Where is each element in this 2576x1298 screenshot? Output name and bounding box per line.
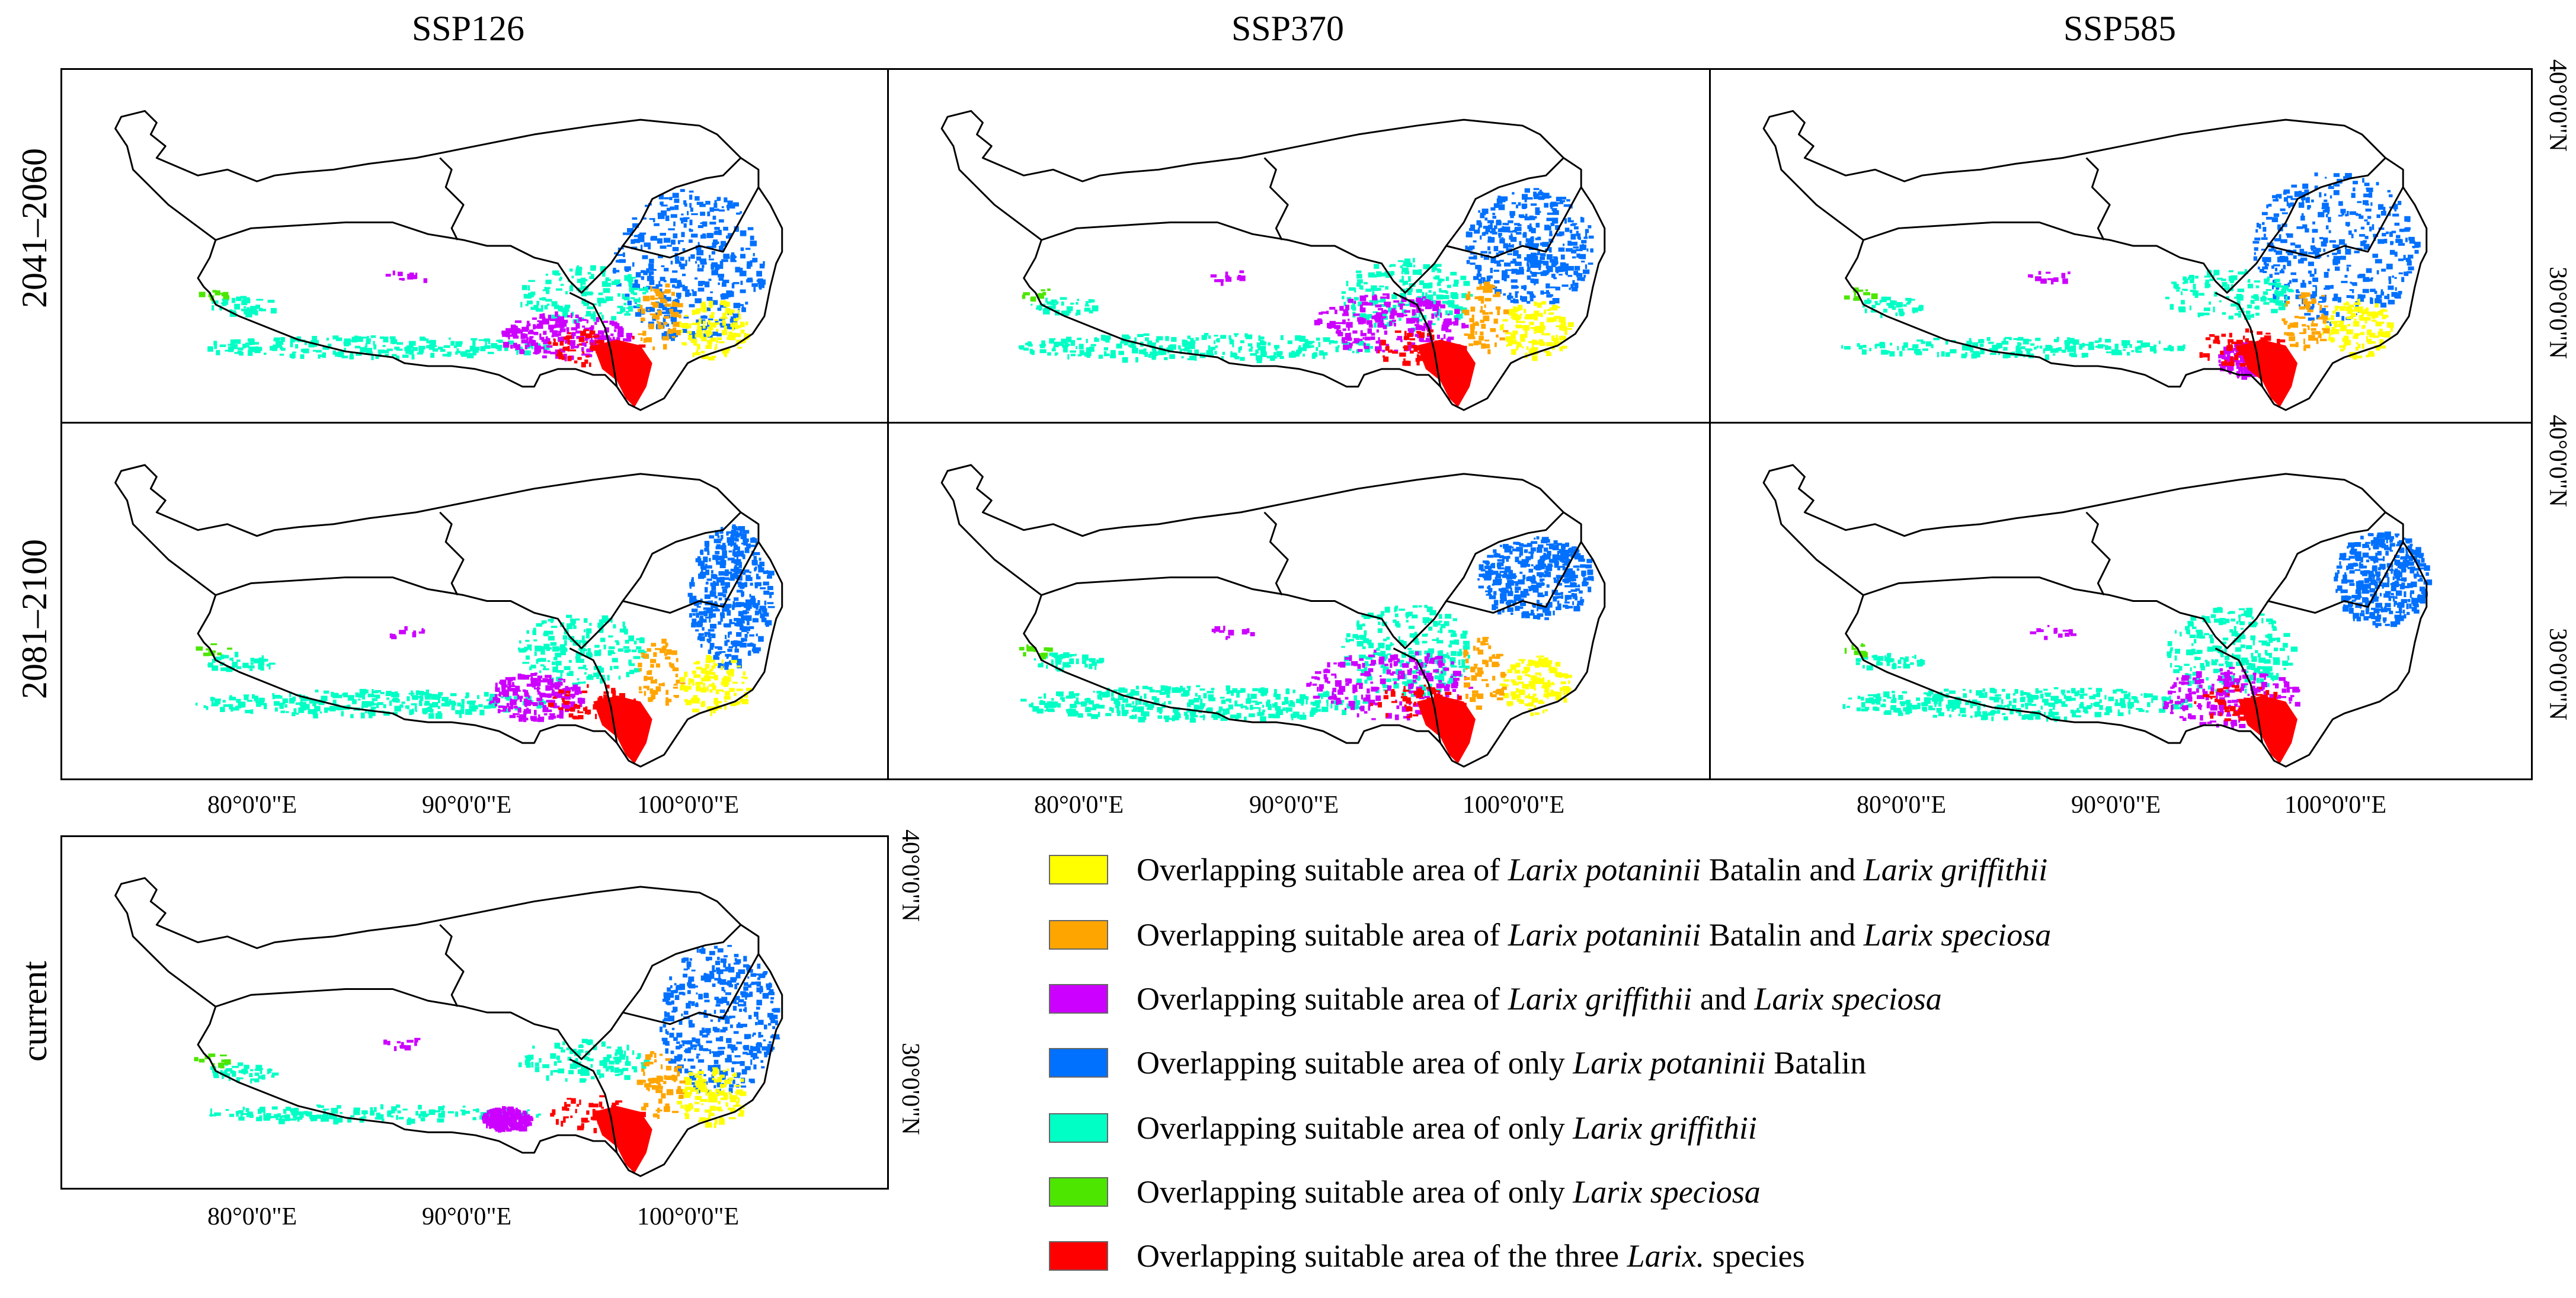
row-title-2041-2060: 2041–2060 bbox=[15, 148, 54, 308]
legend-item: Overlapping suitable area of Larix potan… bbox=[1049, 852, 2047, 887]
row-title-current: current bbox=[15, 961, 54, 1062]
species-name: Larix potaninii bbox=[1573, 1045, 1766, 1081]
species-name: Larix griffithii bbox=[1863, 852, 2048, 887]
species-name: Larix griffithii bbox=[1508, 981, 1692, 1017]
legend-label: Overlapping suitable area of only Larix … bbox=[1137, 1044, 1866, 1081]
legend-text-part: Overlapping suitable area of bbox=[1137, 917, 1508, 953]
lat-tick-40n: 40°0'0"N bbox=[2544, 59, 2571, 152]
legend-label: Overlapping suitable area of the three L… bbox=[1137, 1238, 1805, 1274]
map-panel-ssp126-2041-2060 bbox=[60, 68, 889, 424]
lon-tick-90e: 90°0'0"E bbox=[1249, 791, 1339, 819]
legend-swatch bbox=[1049, 855, 1108, 884]
lat-tick-30n: 30°0'0"N bbox=[2544, 628, 2571, 720]
legend-text-part: Overlapping suitable area of bbox=[1137, 981, 1508, 1017]
species-name: Larix potaninii bbox=[1508, 917, 1701, 953]
plateau-map bbox=[940, 464, 1606, 768]
legend-text-part: Overlapping suitable area of only bbox=[1137, 1110, 1573, 1146]
lon-tick-100e: 100°0'0"E bbox=[2284, 791, 2387, 819]
map-panel-ssp585-2081-2100 bbox=[1709, 422, 2533, 780]
legend-swatch bbox=[1049, 1048, 1108, 1078]
map-panel-ssp370-2041-2060 bbox=[887, 68, 1711, 424]
legend-label: Overlapping suitable area of only Larix … bbox=[1137, 1110, 1757, 1146]
legend-text-part: Overlapping suitable area of only bbox=[1137, 1174, 1573, 1210]
species-name: Larix speciosa bbox=[1754, 981, 1942, 1017]
map-panel-ssp585-2041-2060 bbox=[1709, 68, 2533, 424]
legend-item: Overlapping suitable area of only Larix … bbox=[1049, 1045, 1866, 1081]
lon-tick-90e: 90°0'0"E bbox=[2071, 791, 2161, 819]
column-title-ssp126: SSP126 bbox=[411, 9, 525, 48]
plateau-map bbox=[1762, 110, 2428, 411]
lon-tick-100e: 100°0'0"E bbox=[637, 791, 740, 819]
legend-text-part: Batalin and bbox=[1701, 917, 1864, 953]
column-title-ssp370: SSP370 bbox=[1231, 9, 1345, 48]
legend-text-part: Overlapping suitable area of bbox=[1137, 852, 1508, 887]
legend-text-part: species bbox=[1704, 1238, 1805, 1274]
legend-label: Overlapping suitable area of only Larix … bbox=[1137, 1174, 1761, 1210]
plateau-map bbox=[114, 464, 783, 768]
lon-tick-80e: 80°0'0"E bbox=[1034, 791, 1124, 819]
legend-label: Overlapping suitable area of Larix potan… bbox=[1137, 851, 2047, 888]
plateau-map bbox=[114, 877, 783, 1177]
legend-item: Overlapping suitable area of Larix potan… bbox=[1049, 917, 2051, 953]
species-name: Larix speciosa bbox=[1573, 1174, 1761, 1210]
plateau-map bbox=[940, 110, 1606, 411]
species-name: Larix potaninii bbox=[1508, 852, 1701, 887]
lon-tick-90e: 90°0'0"E bbox=[422, 1203, 512, 1230]
species-name: Larix griffithii bbox=[1573, 1110, 1757, 1146]
legend-text-part: Overlapping suitable area of the three bbox=[1137, 1238, 1627, 1274]
map-panel-ssp370-2081-2100 bbox=[887, 422, 1711, 780]
plateau-map bbox=[1762, 464, 2433, 768]
species-name: Larix. bbox=[1627, 1238, 1705, 1274]
lat-tick-40n: 40°0'0"N bbox=[2544, 415, 2571, 507]
legend-swatch bbox=[1049, 984, 1108, 1014]
plateau-map bbox=[114, 110, 783, 411]
lon-tick-100e: 100°0'0"E bbox=[1463, 791, 1565, 819]
lat-tick-30n: 30°0'0"N bbox=[2544, 267, 2571, 359]
map-panel-current bbox=[60, 835, 889, 1190]
legend-label: Overlapping suitable area of Larix griff… bbox=[1137, 980, 1942, 1017]
lat-tick-40n: 40°0'0"N bbox=[897, 829, 924, 922]
lon-tick-80e: 80°0'0"E bbox=[207, 1203, 297, 1230]
legend-text-part: Overlapping suitable area of only bbox=[1137, 1045, 1573, 1081]
legend-text-part: and bbox=[1692, 981, 1755, 1017]
legend-text-part: Batalin and bbox=[1701, 852, 1864, 887]
legend-swatch bbox=[1049, 920, 1108, 950]
legend-item: Overlapping suitable area of only Larix … bbox=[1049, 1174, 1761, 1210]
legend-swatch bbox=[1049, 1241, 1108, 1271]
legend-item: Overlapping suitable area of Larix griff… bbox=[1049, 981, 1942, 1017]
lon-tick-80e: 80°0'0"E bbox=[207, 791, 297, 819]
lon-tick-100e: 100°0'0"E bbox=[637, 1203, 740, 1230]
lon-tick-90e: 90°0'0"E bbox=[422, 791, 512, 819]
legend-text-part: Batalin bbox=[1765, 1045, 1867, 1081]
map-panel-ssp126-2081-2100 bbox=[60, 422, 889, 780]
legend-swatch bbox=[1049, 1177, 1108, 1207]
legend-label: Overlapping suitable area of Larix potan… bbox=[1137, 916, 2051, 953]
legend-swatch bbox=[1049, 1113, 1108, 1143]
legend-item: Overlapping suitable area of the three L… bbox=[1049, 1238, 1805, 1274]
species-name: Larix speciosa bbox=[1863, 917, 2052, 953]
lon-tick-80e: 80°0'0"E bbox=[1857, 791, 1947, 819]
lat-tick-30n: 30°0'0"N bbox=[897, 1043, 924, 1135]
row-title-2081-2100: 2081–2100 bbox=[15, 539, 54, 699]
column-title-ssp585: SSP585 bbox=[2063, 9, 2177, 48]
legend-item: Overlapping suitable area of only Larix … bbox=[1049, 1110, 1757, 1146]
